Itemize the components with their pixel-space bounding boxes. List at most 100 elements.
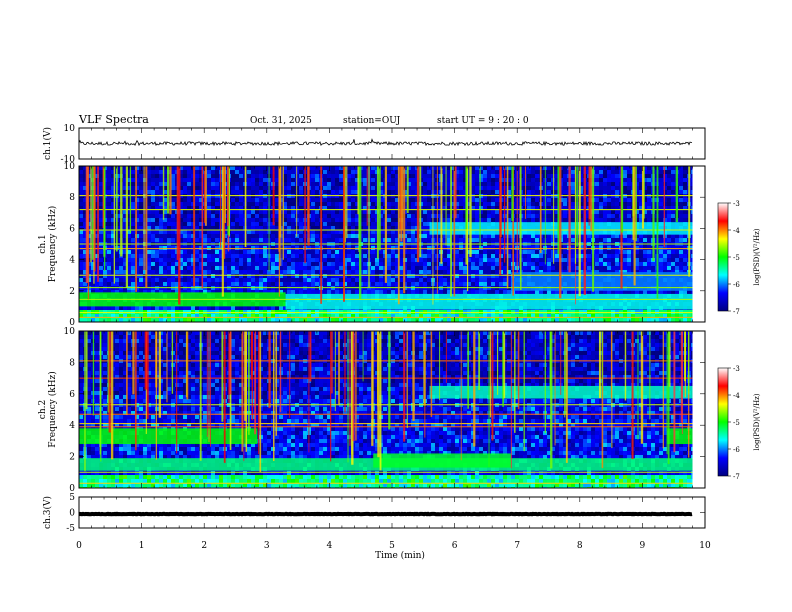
spectrogram-cell	[327, 202, 331, 206]
spectrogram-cell	[211, 270, 215, 274]
spectrogram-cell	[327, 270, 331, 274]
spectrogram-cell	[483, 278, 487, 282]
spectrogram-cell	[311, 214, 315, 218]
spectrogram-cell	[395, 214, 399, 218]
spectrogram-cell	[371, 262, 375, 266]
spectrogram-cell	[231, 234, 235, 238]
spectrogram-cell	[315, 178, 319, 182]
spectrogram-cell	[571, 202, 575, 206]
spectrogram-cell	[299, 198, 303, 202]
spectrogram-cell	[147, 262, 151, 266]
spectrogram-cell	[595, 186, 599, 190]
spectrogram-cell	[659, 246, 663, 250]
spectrogram-cell	[387, 262, 391, 266]
spectrogram-cell	[411, 262, 415, 266]
spectrogram-cell	[615, 266, 619, 270]
spectrogram-cell	[343, 246, 347, 250]
spectrogram-cell	[355, 290, 359, 294]
spectrogram-cell	[595, 166, 599, 170]
spectrogram-cell	[411, 290, 415, 294]
spectrogram-cell	[247, 238, 251, 242]
spectrogram-cell	[291, 198, 295, 202]
spectrogram-cell	[351, 246, 355, 250]
spectrogram-cell	[287, 262, 291, 266]
spectrogram-cell	[451, 282, 455, 286]
spectrogram-cell	[579, 186, 583, 190]
spectrogram-cell	[459, 214, 463, 218]
spectrogram-cell	[627, 210, 631, 214]
spectrogram-cell	[627, 174, 631, 178]
spectrogram-cell	[415, 274, 419, 278]
spectrogram-cell	[239, 234, 243, 238]
spectrogram-cell	[339, 222, 343, 226]
spectrogram-cell	[395, 226, 399, 230]
spectrogram-cell	[251, 250, 255, 254]
spectrogram-cell	[159, 206, 163, 210]
spectrogram-cell	[671, 266, 675, 270]
spectrogram-cell	[287, 214, 291, 218]
spectrogram-cell	[491, 278, 495, 282]
spectrogram-cell	[131, 222, 135, 226]
spectrogram-cell	[423, 206, 427, 210]
spectrogram-cell	[555, 190, 559, 194]
spectrogram-cell	[623, 202, 627, 206]
spectrogram-cell	[419, 290, 423, 294]
spectrogram-cell	[623, 254, 627, 258]
spectrogram-cell	[187, 234, 191, 238]
spectrogram-cell	[451, 238, 455, 242]
spectrogram-cell	[171, 262, 175, 266]
spectrogram-cell	[171, 174, 175, 178]
spectrogram-cell	[287, 166, 291, 170]
spectrogram-cell	[439, 270, 443, 274]
spectrogram-cell	[475, 202, 479, 206]
spectrogram-cell	[179, 282, 183, 286]
spectrogram-cell	[307, 278, 311, 282]
spectrogram-cell	[631, 258, 635, 262]
spectrogram-cell	[335, 278, 339, 282]
spectrogram-cell	[563, 246, 567, 250]
spectrogram-cell	[163, 278, 167, 282]
spectrogram-cell	[259, 230, 263, 234]
spectrogram-cell	[167, 214, 171, 218]
spectrogram-cell	[327, 226, 331, 230]
spectrogram-cell	[355, 178, 359, 182]
spectrogram-cell	[143, 258, 147, 262]
spectrogram-cell	[139, 198, 143, 202]
spectrogram-cell	[647, 182, 651, 186]
spectrogram-cell	[479, 186, 483, 190]
spectrogram-cell	[683, 254, 687, 258]
spectrogram-cell	[155, 226, 159, 230]
spectrogram-cell	[691, 258, 693, 262]
spectrogram-cell	[283, 198, 287, 202]
spectrogram-cell	[327, 214, 331, 218]
spectrogram-cell	[459, 262, 463, 266]
spectrogram-cell	[527, 234, 531, 238]
spectrogram-cell	[151, 250, 155, 254]
spectrogram-cell	[151, 282, 155, 286]
spectrogram-cell	[347, 246, 351, 250]
spectrogram-cell	[487, 182, 491, 186]
spectrogram-cell	[231, 186, 235, 190]
spectrogram-cell	[243, 254, 247, 258]
spectrogram-cell	[631, 246, 635, 250]
spectrogram-cell	[691, 198, 693, 202]
spectrogram-cell	[323, 226, 327, 230]
spectrogram-cell	[479, 254, 483, 258]
spectrogram-cell	[487, 246, 491, 250]
spectrogram-cell	[315, 214, 319, 218]
spectrogram-cell	[471, 170, 475, 174]
spectrogram-cell	[207, 238, 211, 242]
spectrogram-cell	[295, 262, 299, 266]
spectrogram-cell	[299, 238, 303, 242]
spectrogram-cell	[131, 214, 135, 218]
spectrogram-cell	[171, 278, 175, 282]
spectrogram-cell	[247, 282, 251, 286]
spectrogram-cell	[231, 226, 235, 230]
spectrogram-cell	[95, 238, 99, 242]
spectrogram-cell	[535, 166, 539, 170]
spectrogram-cell	[99, 222, 103, 226]
spectrogram-cell	[355, 258, 359, 262]
spectrogram-cell	[255, 246, 259, 250]
spectrogram-cell	[191, 274, 195, 278]
spectrogram-cell	[659, 266, 663, 270]
